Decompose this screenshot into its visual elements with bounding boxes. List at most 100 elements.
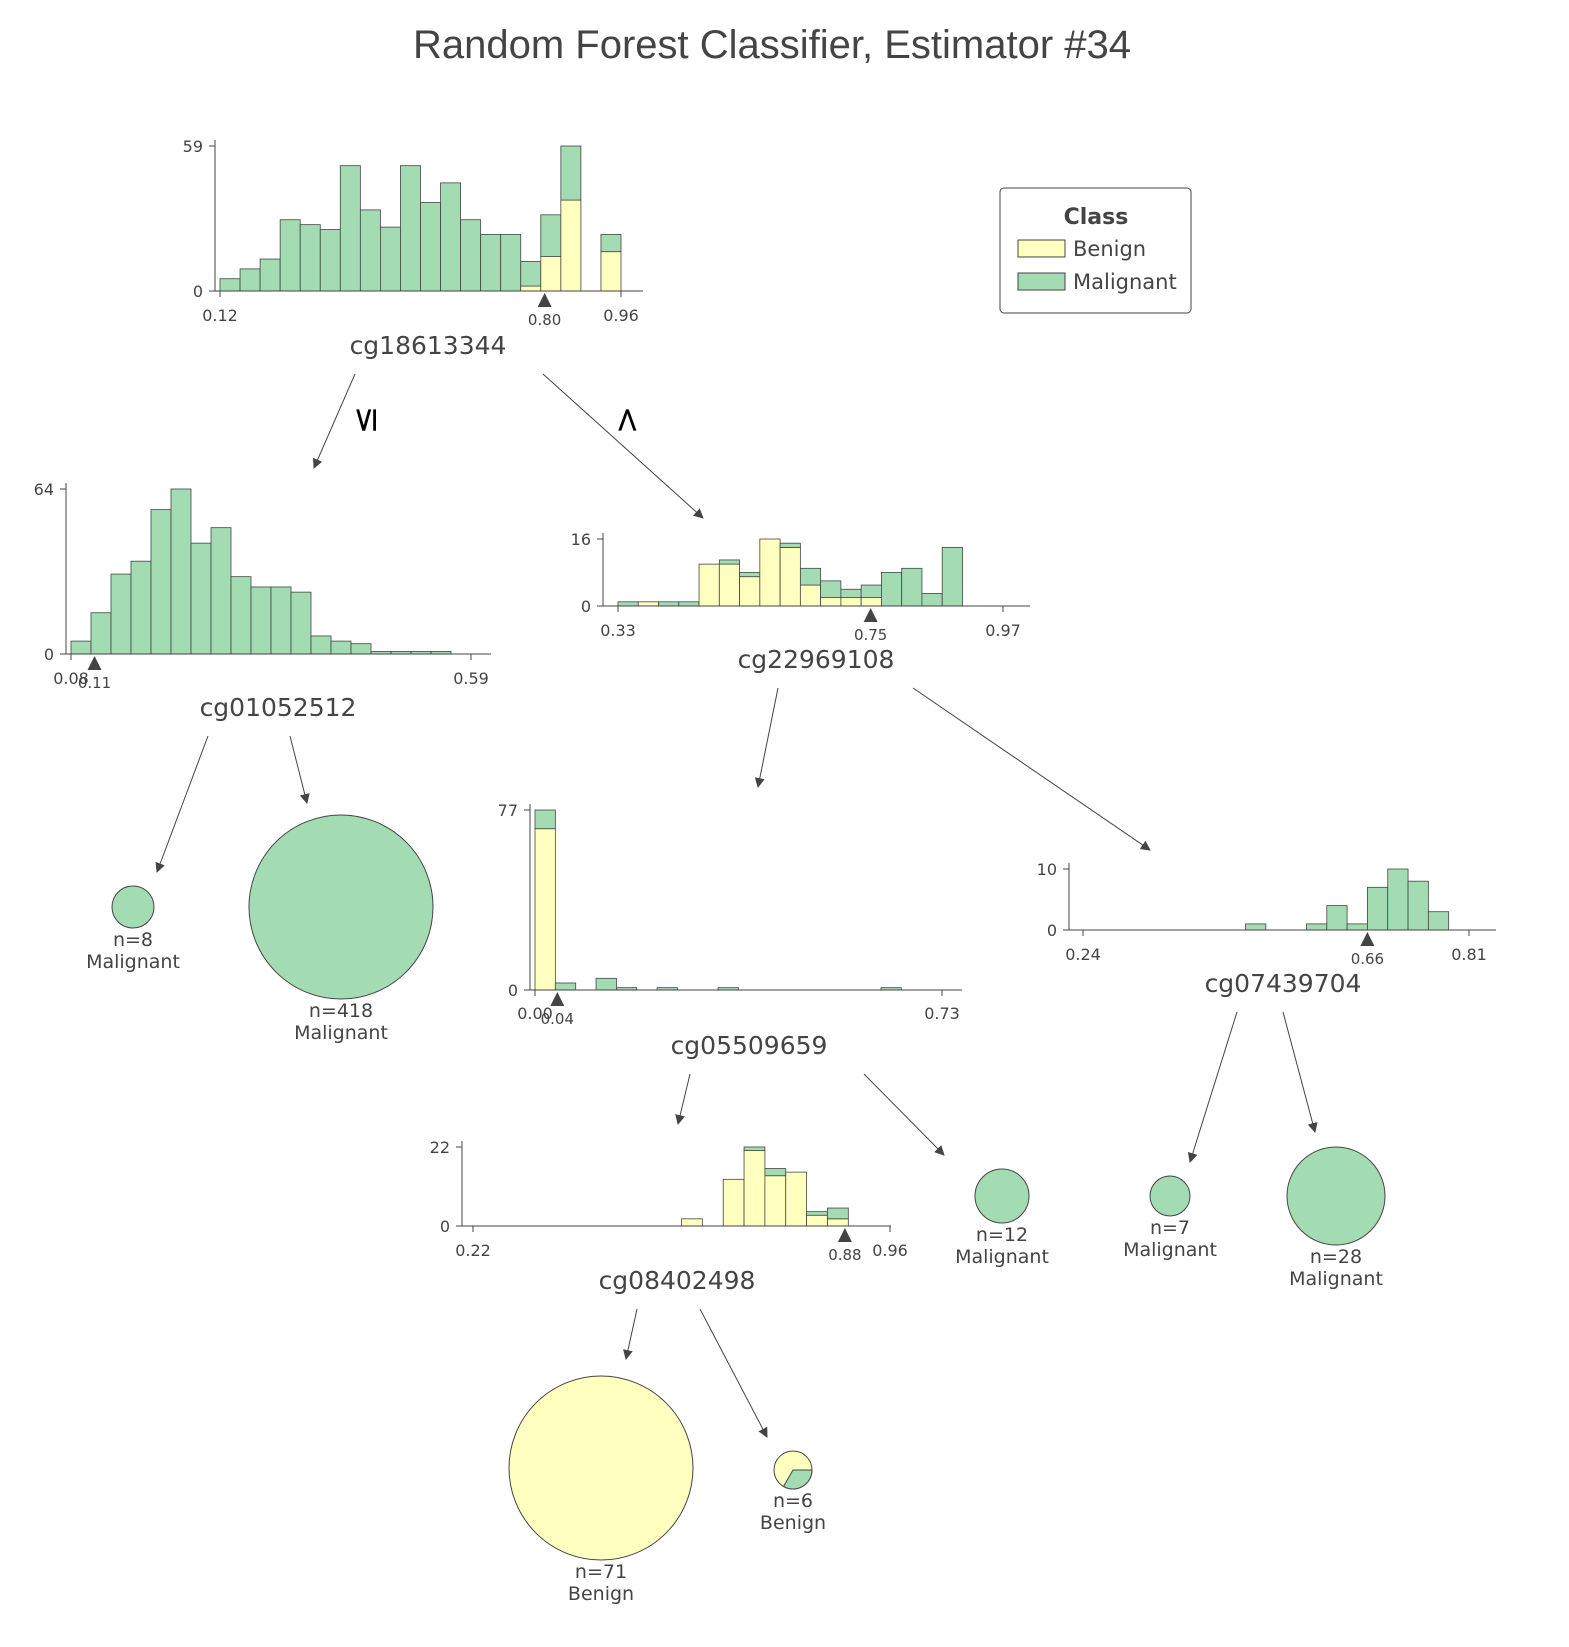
leaf-class-label: Benign [760, 1512, 826, 1534]
hist-bar-malignant [440, 182, 461, 292]
hist-bar-malignant [840, 588, 862, 599]
hist-bar-malignant [799, 567, 822, 586]
split-threshold-label: 0.88 [828, 1246, 861, 1264]
leaf-pie [974, 1168, 1030, 1224]
hist-bar-malignant [90, 612, 112, 655]
hist-bar-malignant [554, 982, 577, 991]
hist-bar-malignant [658, 601, 680, 607]
x-tick-label-max: 0.59 [453, 669, 489, 688]
hist-bar-malignant [319, 229, 341, 292]
hist-bar-malignant [600, 234, 622, 253]
hist-bar-malignant [1387, 868, 1409, 931]
hist-bar-malignant [881, 572, 903, 607]
hist-bar-malignant [299, 224, 321, 292]
leaf-pie [1149, 1175, 1191, 1217]
hist-bar-malignant [520, 261, 542, 287]
split-nodes: 59 0 0.12 0.96 0.80 cg18613344 64 0 0.08 0.59 0.11… [34, 137, 1496, 1295]
feature-name: cg05509659 [671, 1031, 828, 1060]
y-tick-label: 59 [183, 137, 203, 156]
legend-label-benign: Benign [1073, 237, 1146, 261]
hist-bar-malignant [230, 576, 252, 655]
split-threshold-marker [550, 992, 565, 1006]
hist-bar-malignant [210, 527, 232, 655]
legend-swatch-benign [1017, 239, 1066, 258]
edge-right-rr [912, 687, 1151, 851]
hist-bar-malignant [820, 580, 842, 599]
y-tick-label: 0 [581, 597, 591, 616]
hist-bar-malignant [941, 546, 963, 607]
split-threshold-label: 0.75 [854, 626, 887, 644]
edge-root-right [542, 373, 704, 519]
y-tick-label: 16 [571, 530, 591, 549]
hist-bar-malignant [1427, 911, 1450, 931]
hist-bar-benign [560, 199, 582, 292]
feature-name: cg07439704 [1205, 969, 1362, 998]
hist-bar-malignant [534, 809, 556, 830]
hist-bar-malignant [1306, 923, 1328, 931]
hist-bar-malignant [480, 234, 502, 292]
x-tick-label-min: 0.24 [1065, 945, 1101, 964]
hist-bar-malignant [330, 640, 352, 655]
hist-bar-benign [779, 546, 801, 607]
hist-bar-malignant [170, 488, 192, 655]
hist-bar-malignant [806, 1211, 828, 1216]
leaf-pie [111, 885, 155, 929]
x-tick-label-max: 0.97 [985, 621, 1021, 640]
hist-bar-malignant [379, 226, 401, 292]
y-tick-label: 10 [1037, 860, 1057, 879]
split-node-cg01052512: 64 0 0.08 0.59 0.11 cg01052512 [34, 480, 491, 722]
hist-bar-malignant [1367, 886, 1389, 931]
hist-bar-malignant [1346, 923, 1368, 931]
legend-title: Class [1064, 205, 1129, 230]
edge-rl-rll [675, 1073, 691, 1125]
hist-bar-benign [520, 285, 542, 292]
hist-bar-malignant [250, 586, 272, 655]
hist-bar-benign [637, 601, 659, 607]
hist-bar-malignant [540, 214, 562, 257]
x-tick-label-min: 0.00 [517, 1004, 553, 1023]
hist-bar-malignant [219, 278, 241, 292]
hist-bar-malignant [560, 145, 582, 201]
x-tick-label-max: 0.96 [872, 1241, 908, 1260]
hist-bar-benign [718, 563, 740, 607]
hist-bar-malignant [678, 601, 700, 607]
x-tick-label-min: 0.33 [600, 621, 636, 640]
edge-left-leaf-lr [289, 735, 310, 804]
edge-rr-leaf-rrr [1282, 1011, 1318, 1133]
split-threshold-marker [1360, 932, 1375, 946]
hist-bar-malignant [270, 586, 292, 655]
leaf-pie-malignant [782, 1469, 813, 1490]
hist-bar-malignant [595, 977, 617, 991]
x-tick-label-max: 0.81 [1451, 945, 1487, 964]
leaf-class-label: Malignant [1289, 1268, 1383, 1290]
hist-bar-malignant [130, 560, 152, 655]
leaf-class-label: Malignant [86, 951, 180, 973]
hist-bar-malignant [190, 542, 212, 655]
hist-bar-malignant [901, 567, 923, 607]
hist-bar-benign [722, 1178, 745, 1227]
hist-bar-malignant [743, 1146, 766, 1151]
hist-bar-benign [739, 576, 761, 607]
legend-label-malignant: Malignant [1073, 270, 1177, 294]
hist-bar-malignant [500, 234, 522, 292]
y-tick-label: 77 [498, 801, 518, 820]
split-threshold-marker [837, 1228, 852, 1242]
split-threshold-label: 0.11 [78, 674, 111, 692]
hist-bar-malignant [460, 219, 482, 292]
split-node-cg08402498: 22 0 0.22 0.96 0.88 cg08402498 [430, 1138, 908, 1295]
edge-right-rl [754, 687, 779, 788]
feature-name: cg01052512 [200, 693, 357, 722]
edge-rr-leaf-rrl [1187, 1011, 1238, 1163]
hist-bar-benign [827, 1218, 849, 1227]
hist-bar-malignant [290, 591, 312, 655]
hist-bar-benign [820, 597, 842, 607]
